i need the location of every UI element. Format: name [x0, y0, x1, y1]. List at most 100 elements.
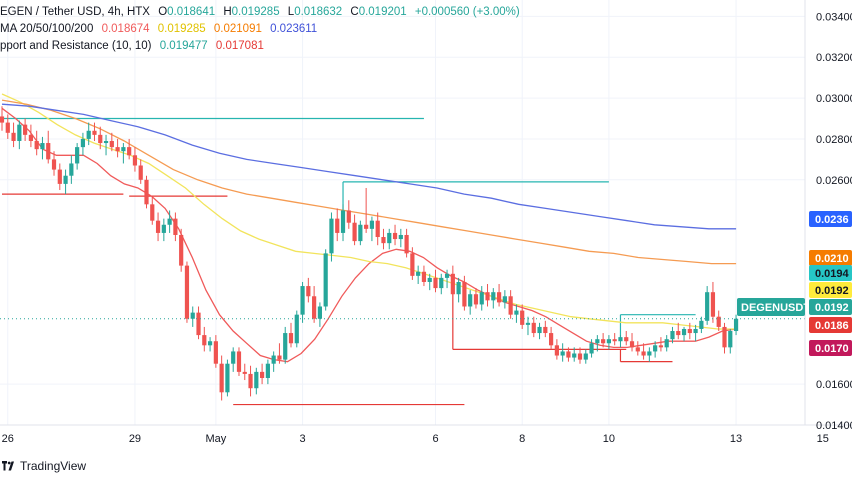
candle [693, 324, 698, 342]
candle [398, 228, 403, 248]
moving-average-lines [1, 93, 737, 363]
candle [387, 228, 392, 250]
candle [658, 337, 664, 352]
time-axis-label: 10 [603, 433, 615, 445]
candle [508, 290, 513, 319]
candle [231, 347, 236, 372]
candle [583, 349, 588, 364]
ohlc-open-label: O [158, 6, 168, 18]
price-tag [809, 211, 852, 227]
candle [664, 335, 669, 352]
candle [618, 335, 623, 348]
price-tags: 0.0236 0.0210 0.0194 0.0192 0.0186 0.0170 [809, 211, 852, 356]
time-axis-label: 3 [299, 433, 305, 445]
candle [514, 304, 519, 323]
candle [456, 277, 461, 303]
candle [69, 155, 74, 184]
candle [260, 363, 265, 385]
time-axis[interactable]: 26 29 May 3 6 8 10 13 15 [2, 433, 829, 445]
candle [346, 200, 351, 229]
price-tag-label: 0.0210 [815, 253, 849, 265]
ohlc-open-value: 0.018641 [167, 6, 216, 18]
time-axis-label: May [205, 433, 226, 445]
candle [335, 208, 340, 242]
time-axis-label: 15 [817, 433, 829, 445]
price-axis: 0.01400 0.01600 0.02600 0.02800 0.03000 0.032… [816, 11, 852, 432]
candle [86, 122, 91, 146]
time-axis-label: 13 [730, 433, 742, 445]
candle [601, 333, 606, 348]
price-change: +0.000560 (+3.00%) [414, 6, 520, 18]
candle [381, 228, 386, 250]
candle [479, 286, 484, 311]
ohlc-close: C0.019201 [350, 6, 406, 18]
support-resistance-lines [2, 117, 696, 406]
price-tag [809, 317, 852, 333]
candle [109, 132, 114, 152]
candle [150, 196, 155, 225]
candle [635, 341, 640, 356]
candle [572, 347, 577, 362]
candle [450, 265, 455, 299]
last-price-tag-label: 0.0192 [815, 302, 849, 314]
candle [138, 159, 143, 184]
candle [254, 367, 259, 395]
candle [427, 273, 432, 291]
candle [80, 132, 86, 156]
candle [184, 261, 190, 323]
candle [491, 288, 496, 309]
price-tag-label: 0.0186 [815, 320, 849, 332]
ma50-line [1, 93, 737, 330]
candle [485, 284, 490, 307]
candle [629, 333, 635, 352]
candle [190, 306, 195, 327]
candle [577, 347, 583, 364]
candle [681, 326, 687, 342]
last-price-tag [809, 299, 852, 315]
legend-ma-row[interactable]: MA 20/50/100/200 0.018674 0.019285 0.021… [0, 21, 520, 38]
candle [641, 343, 646, 360]
candle [115, 138, 120, 158]
candle [132, 147, 138, 172]
candle [242, 363, 247, 381]
candle [392, 224, 398, 246]
legend-sr-row[interactable]: pport and Resistance (10, 10) 0.019477 0… [0, 38, 520, 55]
ma200-line [1, 103, 737, 230]
candle [589, 339, 594, 358]
candle [554, 339, 559, 360]
ohlc-close-value: 0.019201 [358, 6, 407, 18]
time-axis-label: 29 [129, 433, 141, 445]
candle [277, 343, 282, 364]
candle [63, 169, 68, 195]
candle [323, 249, 328, 311]
candle [624, 331, 629, 346]
candle [288, 322, 294, 348]
chart-grid [0, 0, 824, 426]
ma20-line [1, 107, 737, 363]
symbol-title[interactable]: EGEN / Tether USD, 4h, HTX [0, 6, 150, 18]
candle [34, 130, 39, 156]
ohlc-low-value: 0.018632 [294, 6, 343, 18]
ma20-value: 0.018674 [101, 23, 150, 35]
price-tag [809, 340, 852, 356]
candle [722, 322, 727, 354]
candle [496, 284, 502, 307]
candle [173, 212, 178, 242]
candle [421, 265, 427, 287]
tradingview-branding[interactable]: TradingView [2, 459, 86, 473]
candle [248, 365, 253, 397]
candle [196, 306, 201, 340]
candle [352, 214, 357, 246]
price-axis-label: 0.02800 [816, 134, 852, 146]
candle [468, 290, 473, 315]
candle [127, 138, 132, 160]
candle [364, 187, 369, 233]
candle [531, 316, 536, 338]
candle [213, 335, 218, 368]
candle [653, 341, 658, 358]
candle [358, 220, 363, 246]
candle [144, 175, 149, 209]
price-tag [809, 282, 852, 298]
price-axis-label: 0.01600 [816, 379, 852, 391]
